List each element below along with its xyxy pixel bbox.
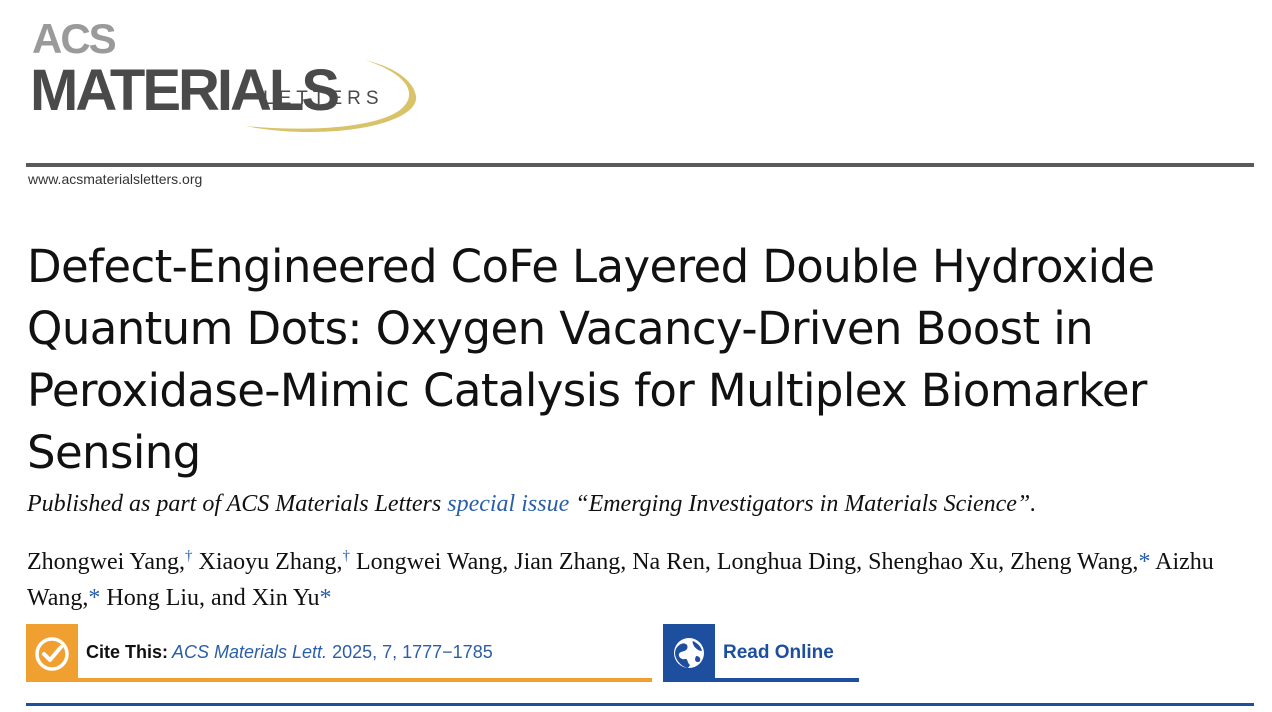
- author-name[interactable]: Xiaoyu Zhang,: [198, 549, 343, 575]
- corresponding-author-mark: *: [319, 585, 332, 611]
- journal-website-link[interactable]: www.acsmaterialsletters.org: [28, 171, 203, 187]
- citation-details: 2025, 7, 1777−1785: [327, 642, 493, 662]
- special-issue-link[interactable]: special issue: [447, 491, 570, 517]
- author-name[interactable]: Zheng Wang,: [1010, 549, 1139, 575]
- citation-reference[interactable]: ACS Materials Lett. 2025, 7, 1777−1785: [172, 642, 493, 663]
- footer-rule: [26, 703, 1254, 706]
- author-name[interactable]: Aizhu Wang,: [27, 549, 1214, 611]
- read-online-button[interactable]: Read Online: [663, 624, 859, 682]
- header-rule: [26, 163, 1254, 167]
- read-online-label: Read Online: [723, 642, 834, 663]
- article-title: Defect-Engineered CoFe Layered Double Hy…: [27, 240, 1155, 479]
- author-name[interactable]: Longwei Wang, Jian Zhang, Na Ren, Longhu…: [355, 549, 1005, 575]
- journal-logo[interactable]: ACS MATERIALS LETTERS: [30, 14, 430, 144]
- published-suffix: “Emerging Investigators in Materials Sci…: [569, 491, 1037, 517]
- cite-icon-box: [26, 624, 78, 682]
- read-icon-box: [663, 624, 715, 682]
- equal-contribution-mark: †: [185, 548, 193, 564]
- special-issue-note: Published as part of ACS Materials Lette…: [27, 491, 1036, 518]
- read-underline: [715, 678, 859, 682]
- author-name[interactable]: Zhongwei Yang,: [27, 549, 186, 575]
- author-name[interactable]: Hong Liu, and Xin Yu: [106, 585, 320, 611]
- equal-contribution-mark: †: [342, 548, 350, 564]
- logo-acs-text: ACS: [32, 15, 117, 62]
- author-list: Zhongwei Yang,† Xiaoyu Zhang,† Longwei W…: [27, 538, 1262, 616]
- cite-this-button[interactable]: Cite This: ACS Materials Lett. 2025, 7, …: [26, 624, 652, 682]
- corresponding-author-mark: *: [1138, 549, 1151, 575]
- cite-label: Cite This:: [86, 642, 169, 662]
- citation-journal: ACS Materials Lett.: [172, 642, 328, 662]
- corresponding-author-mark: *: [88, 585, 101, 611]
- published-prefix: Published as part of ACS Materials Lette…: [27, 491, 448, 517]
- globe-icon: [674, 638, 704, 668]
- cite-underline: [78, 678, 652, 682]
- logo-materials-text: MATERIALS: [30, 58, 340, 123]
- logo-letters-text: LETTERS: [263, 88, 384, 109]
- checkmark-icon: [35, 637, 69, 671]
